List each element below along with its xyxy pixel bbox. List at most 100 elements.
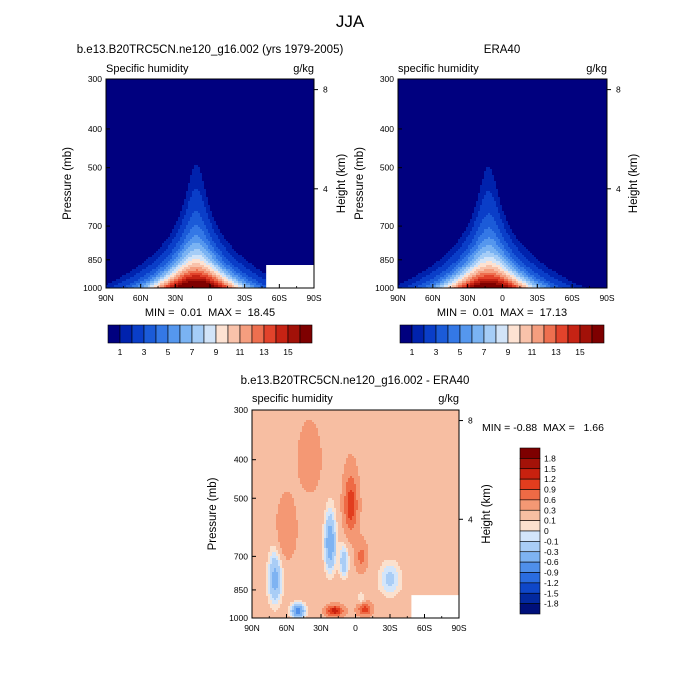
contour-cell <box>290 123 293 126</box>
contour-cell <box>172 105 175 108</box>
contour-cell <box>270 161 273 164</box>
contour-cell <box>246 97 249 100</box>
contour-cell <box>130 85 133 88</box>
contour-cell <box>178 157 181 160</box>
contour-cell <box>184 145 187 148</box>
contour-cell <box>294 91 297 94</box>
contour-cell <box>280 137 283 140</box>
contour-cell <box>278 147 281 150</box>
contour-cell <box>246 171 249 174</box>
contour-cell <box>232 117 235 120</box>
contour-cell <box>202 89 205 92</box>
contour-cell <box>256 121 259 124</box>
contour-field <box>106 79 314 288</box>
contour-cell <box>252 167 255 170</box>
contour-cell <box>174 81 177 84</box>
contour-cell <box>144 169 147 172</box>
contour-cell <box>282 83 285 86</box>
contour-cell <box>212 115 215 118</box>
contour-cell <box>202 97 205 100</box>
contour-cell <box>230 119 233 122</box>
contour-cell <box>118 147 121 150</box>
contour-cell <box>158 79 161 82</box>
contour-cell <box>238 79 241 82</box>
contour-cell <box>200 129 203 132</box>
contour-cell <box>108 123 111 126</box>
contour-cell <box>276 163 279 166</box>
contour-cell <box>246 151 249 154</box>
contour-cell <box>244 147 247 150</box>
contour-cell <box>204 133 207 136</box>
contour-cell <box>172 135 175 138</box>
contour-cell <box>226 169 229 172</box>
contour-cell <box>292 81 295 84</box>
contour-cell <box>148 139 151 142</box>
contour-cell <box>222 81 225 84</box>
contour-cell <box>108 151 111 154</box>
contour-cell <box>134 131 137 134</box>
contour-cell <box>278 113 281 116</box>
contour-cell <box>174 99 177 102</box>
contour-cell <box>288 109 291 112</box>
contour-cell <box>114 149 117 152</box>
contour-cell <box>226 135 229 138</box>
contour-cell <box>118 135 121 138</box>
contour-cell <box>258 117 261 120</box>
contour-cell <box>136 145 139 148</box>
contour-cell <box>298 113 301 116</box>
contour-cell <box>110 137 113 140</box>
contour-cell <box>284 161 287 164</box>
contour-cell <box>274 139 277 142</box>
contour-cell <box>132 125 135 128</box>
contour-cell <box>300 155 303 158</box>
contour-cell <box>110 99 113 102</box>
contour-cell <box>134 161 137 164</box>
contour-cell <box>144 91 147 94</box>
contour-cell <box>202 93 205 96</box>
contour-cell <box>138 151 141 154</box>
contour-cell <box>210 169 213 172</box>
contour-cell <box>108 129 111 132</box>
contour-cell <box>138 169 141 172</box>
contour-cell <box>292 129 295 132</box>
contour-cell <box>108 87 111 90</box>
contour-cell <box>308 107 311 110</box>
contour-cell <box>214 171 217 174</box>
contour-cell <box>186 171 189 174</box>
contour-cell <box>304 127 307 130</box>
contour-cell <box>144 89 147 92</box>
contour-cell <box>194 149 197 152</box>
contour-cell <box>138 139 141 142</box>
contour-cell <box>122 145 125 148</box>
contour-cell <box>124 155 127 158</box>
contour-cell <box>292 139 295 142</box>
contour-cell <box>206 153 209 156</box>
contour-cell <box>142 145 145 148</box>
contour-cell <box>210 95 213 98</box>
contour-cell <box>146 161 149 164</box>
contour-cell <box>274 171 277 174</box>
contour-cell <box>158 115 161 118</box>
contour-cell <box>136 121 139 124</box>
contour-cell <box>308 157 311 160</box>
contour-cell <box>132 151 135 154</box>
contour-cell <box>206 139 209 142</box>
contour-cell <box>150 147 153 150</box>
contour-cell <box>182 135 185 138</box>
contour-cell <box>126 117 129 120</box>
contour-cell <box>234 159 237 162</box>
contour-cell <box>122 117 125 120</box>
contour-cell <box>114 95 117 98</box>
contour-cell <box>224 81 227 84</box>
contour-cell <box>200 131 203 134</box>
contour-cell <box>302 153 305 156</box>
contour-cell <box>198 129 201 132</box>
contour-cell <box>284 137 287 140</box>
contour-cell <box>292 111 295 114</box>
contour-cell <box>220 167 223 170</box>
contour-cell <box>118 163 121 166</box>
contour-cell <box>298 139 301 142</box>
contour-cell <box>286 119 289 122</box>
contour-cell <box>204 119 207 122</box>
contour-cell <box>200 121 203 124</box>
